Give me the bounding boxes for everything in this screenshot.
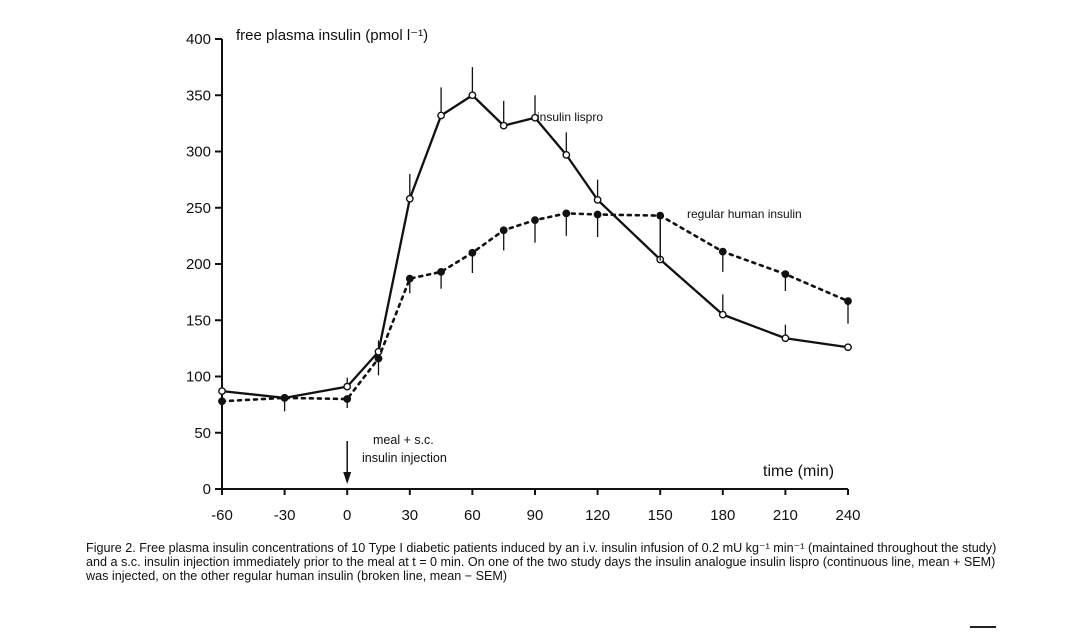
x-tick-label: 90 [527,507,544,524]
x-tick-label: 30 [401,507,418,524]
data-point [499,226,508,235]
data-point [844,343,852,352]
data-point [468,248,477,257]
data-point [374,354,383,363]
data-point [343,395,352,403]
figure-caption: Figure 2. Free plasma insulin concentrat… [86,541,997,583]
data-point [280,393,289,402]
y-tick-label: 100 [186,369,211,386]
data-point [531,113,539,122]
y-tick-label: 350 [186,87,211,104]
meal-annotation-line1: meal + s.c. [373,433,434,447]
chart-series-layer [218,67,852,412]
x-axis-label: time (min) [763,463,834,480]
data-point [593,195,602,204]
x-tick-label: 240 [835,507,860,524]
x-tick-label: 120 [585,507,610,524]
data-point [437,111,445,120]
data-point [781,334,790,343]
data-point [437,267,446,276]
data-point [405,194,414,203]
x-tick-label: -60 [211,507,233,524]
series-insulin-lispro [218,67,852,402]
y-tick-label: 200 [186,256,211,273]
data-point [468,91,477,100]
meal-arrow-icon [343,441,352,484]
series-regular-human-insulin [218,209,852,412]
data-point [718,310,727,319]
y-tick-label: 300 [186,144,211,161]
y-tick-label: 0 [203,481,211,498]
x-tick-label: 150 [648,507,673,524]
y-tick-label: 150 [186,312,211,329]
series-label-regular-human-insulin: regular human insulin [687,207,802,221]
data-point [405,274,414,283]
x-tick-label: 60 [464,507,481,524]
series-label-insulin-lispro: insulin lispro [537,110,603,124]
meal-arrow-head [343,472,352,484]
data-point [562,209,571,218]
data-point [343,382,352,391]
data-point [844,297,852,306]
y-tick-label: 250 [186,200,211,217]
data-point [781,270,790,279]
chart-axes: 0 50 100 150 200 250 300 350 400 -60 -30 0 30 60 90 120… [186,31,861,524]
data-point [593,210,602,219]
x-tick-label: 0 [343,507,351,524]
x-tick-label: 210 [773,507,798,524]
x-tick-label: -30 [274,507,296,524]
series-line [221,94,849,400]
x-tick-label: 180 [710,507,735,524]
data-point [499,121,508,130]
data-point [718,247,727,256]
data-point [531,216,539,225]
y-tick-label: 50 [194,425,211,442]
page-corner-mark [970,626,996,628]
y-tick-label: 400 [186,31,211,48]
data-point [562,150,571,159]
data-point [218,397,226,406]
data-point [218,387,226,396]
data-point [656,211,665,220]
y-axis-label: free plasma insulin (pmol l⁻¹) [236,27,428,44]
meal-annotation-line2: insulin injection [362,451,447,465]
